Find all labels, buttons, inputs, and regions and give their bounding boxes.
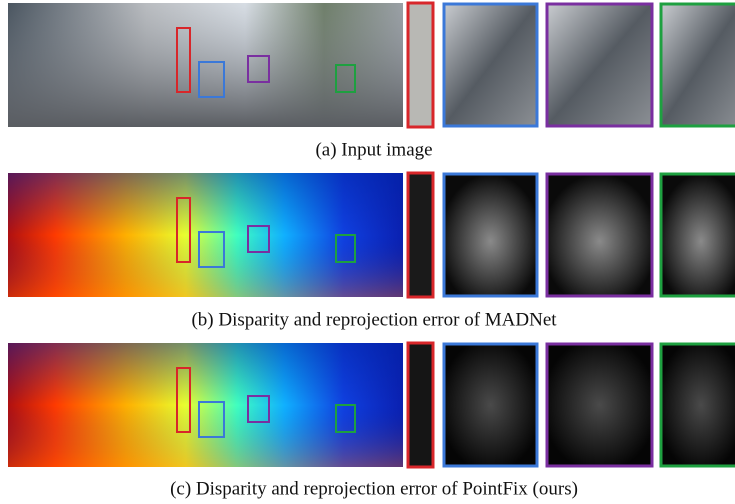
caption: (b) Disparity and reprojection error of … bbox=[191, 309, 557, 330]
crop-purple bbox=[547, 174, 652, 296]
caption: (a) Input image bbox=[315, 139, 432, 160]
caption: (c) Disparity and reprojection error of … bbox=[170, 478, 578, 499]
crop-blue bbox=[444, 174, 537, 296]
crop-purple bbox=[547, 344, 652, 466]
crop-blue bbox=[444, 344, 537, 466]
madnet-row bbox=[8, 173, 735, 297]
figure: (a) Input image (b) Disparity and reproj… bbox=[0, 0, 735, 504]
input-row bbox=[8, 3, 735, 127]
pointfix-row bbox=[8, 343, 735, 467]
crop-red bbox=[408, 3, 433, 127]
crop-purple bbox=[547, 4, 652, 126]
crop-green bbox=[661, 4, 735, 126]
crop-green bbox=[661, 344, 735, 466]
crop-red bbox=[408, 343, 433, 467]
crop-green bbox=[661, 174, 735, 296]
crop-blue bbox=[444, 4, 537, 126]
crop-red bbox=[408, 173, 433, 297]
